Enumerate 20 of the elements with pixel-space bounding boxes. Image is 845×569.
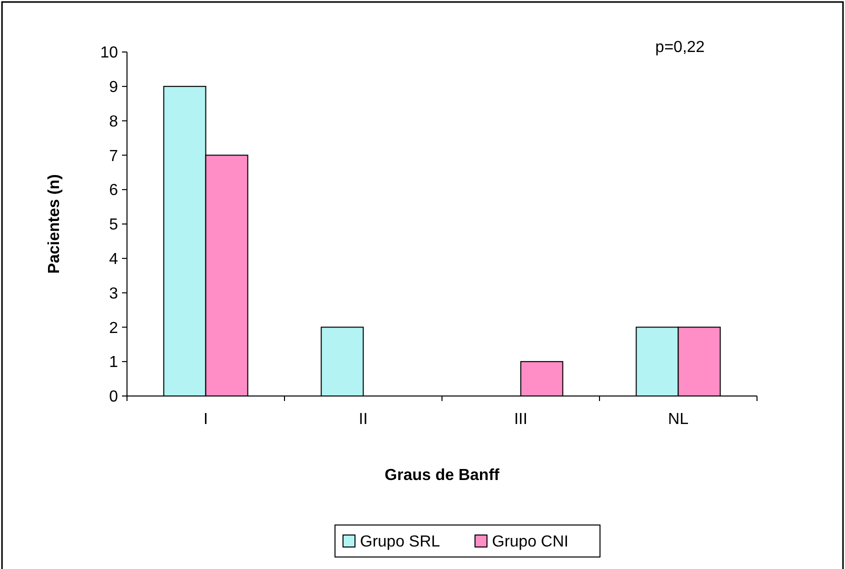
x-tick-label: NL [668, 411, 689, 428]
y-tick-label: 2 [109, 320, 118, 337]
x-tick-label: II [358, 411, 368, 428]
y-tick-label: 5 [109, 216, 118, 234]
legend-label: Grupo CNI [492, 534, 568, 551]
y-tick-label: 4 [109, 251, 118, 268]
y-tick-label: 6 [109, 182, 118, 200]
x-tick-label: I [204, 411, 208, 428]
y-tick-label: 7 [109, 148, 118, 165]
annotation: p=0,22 [655, 39, 705, 56]
x-tick-label: III [514, 411, 528, 428]
y-tick-label: 1 [109, 354, 118, 372]
x-axis-title: Graus de Banff [384, 467, 500, 484]
y-tick-label: 9 [109, 79, 118, 96]
y-tick-label: 8 [109, 113, 118, 130]
y-axis-title: Pacientes (n) [46, 174, 63, 274]
legend-label: Grupo SRL [360, 534, 440, 551]
y-tick-label: 3 [109, 285, 118, 302]
y-tick-label: 10 [100, 44, 118, 62]
y-tick-label: 0 [109, 388, 118, 406]
